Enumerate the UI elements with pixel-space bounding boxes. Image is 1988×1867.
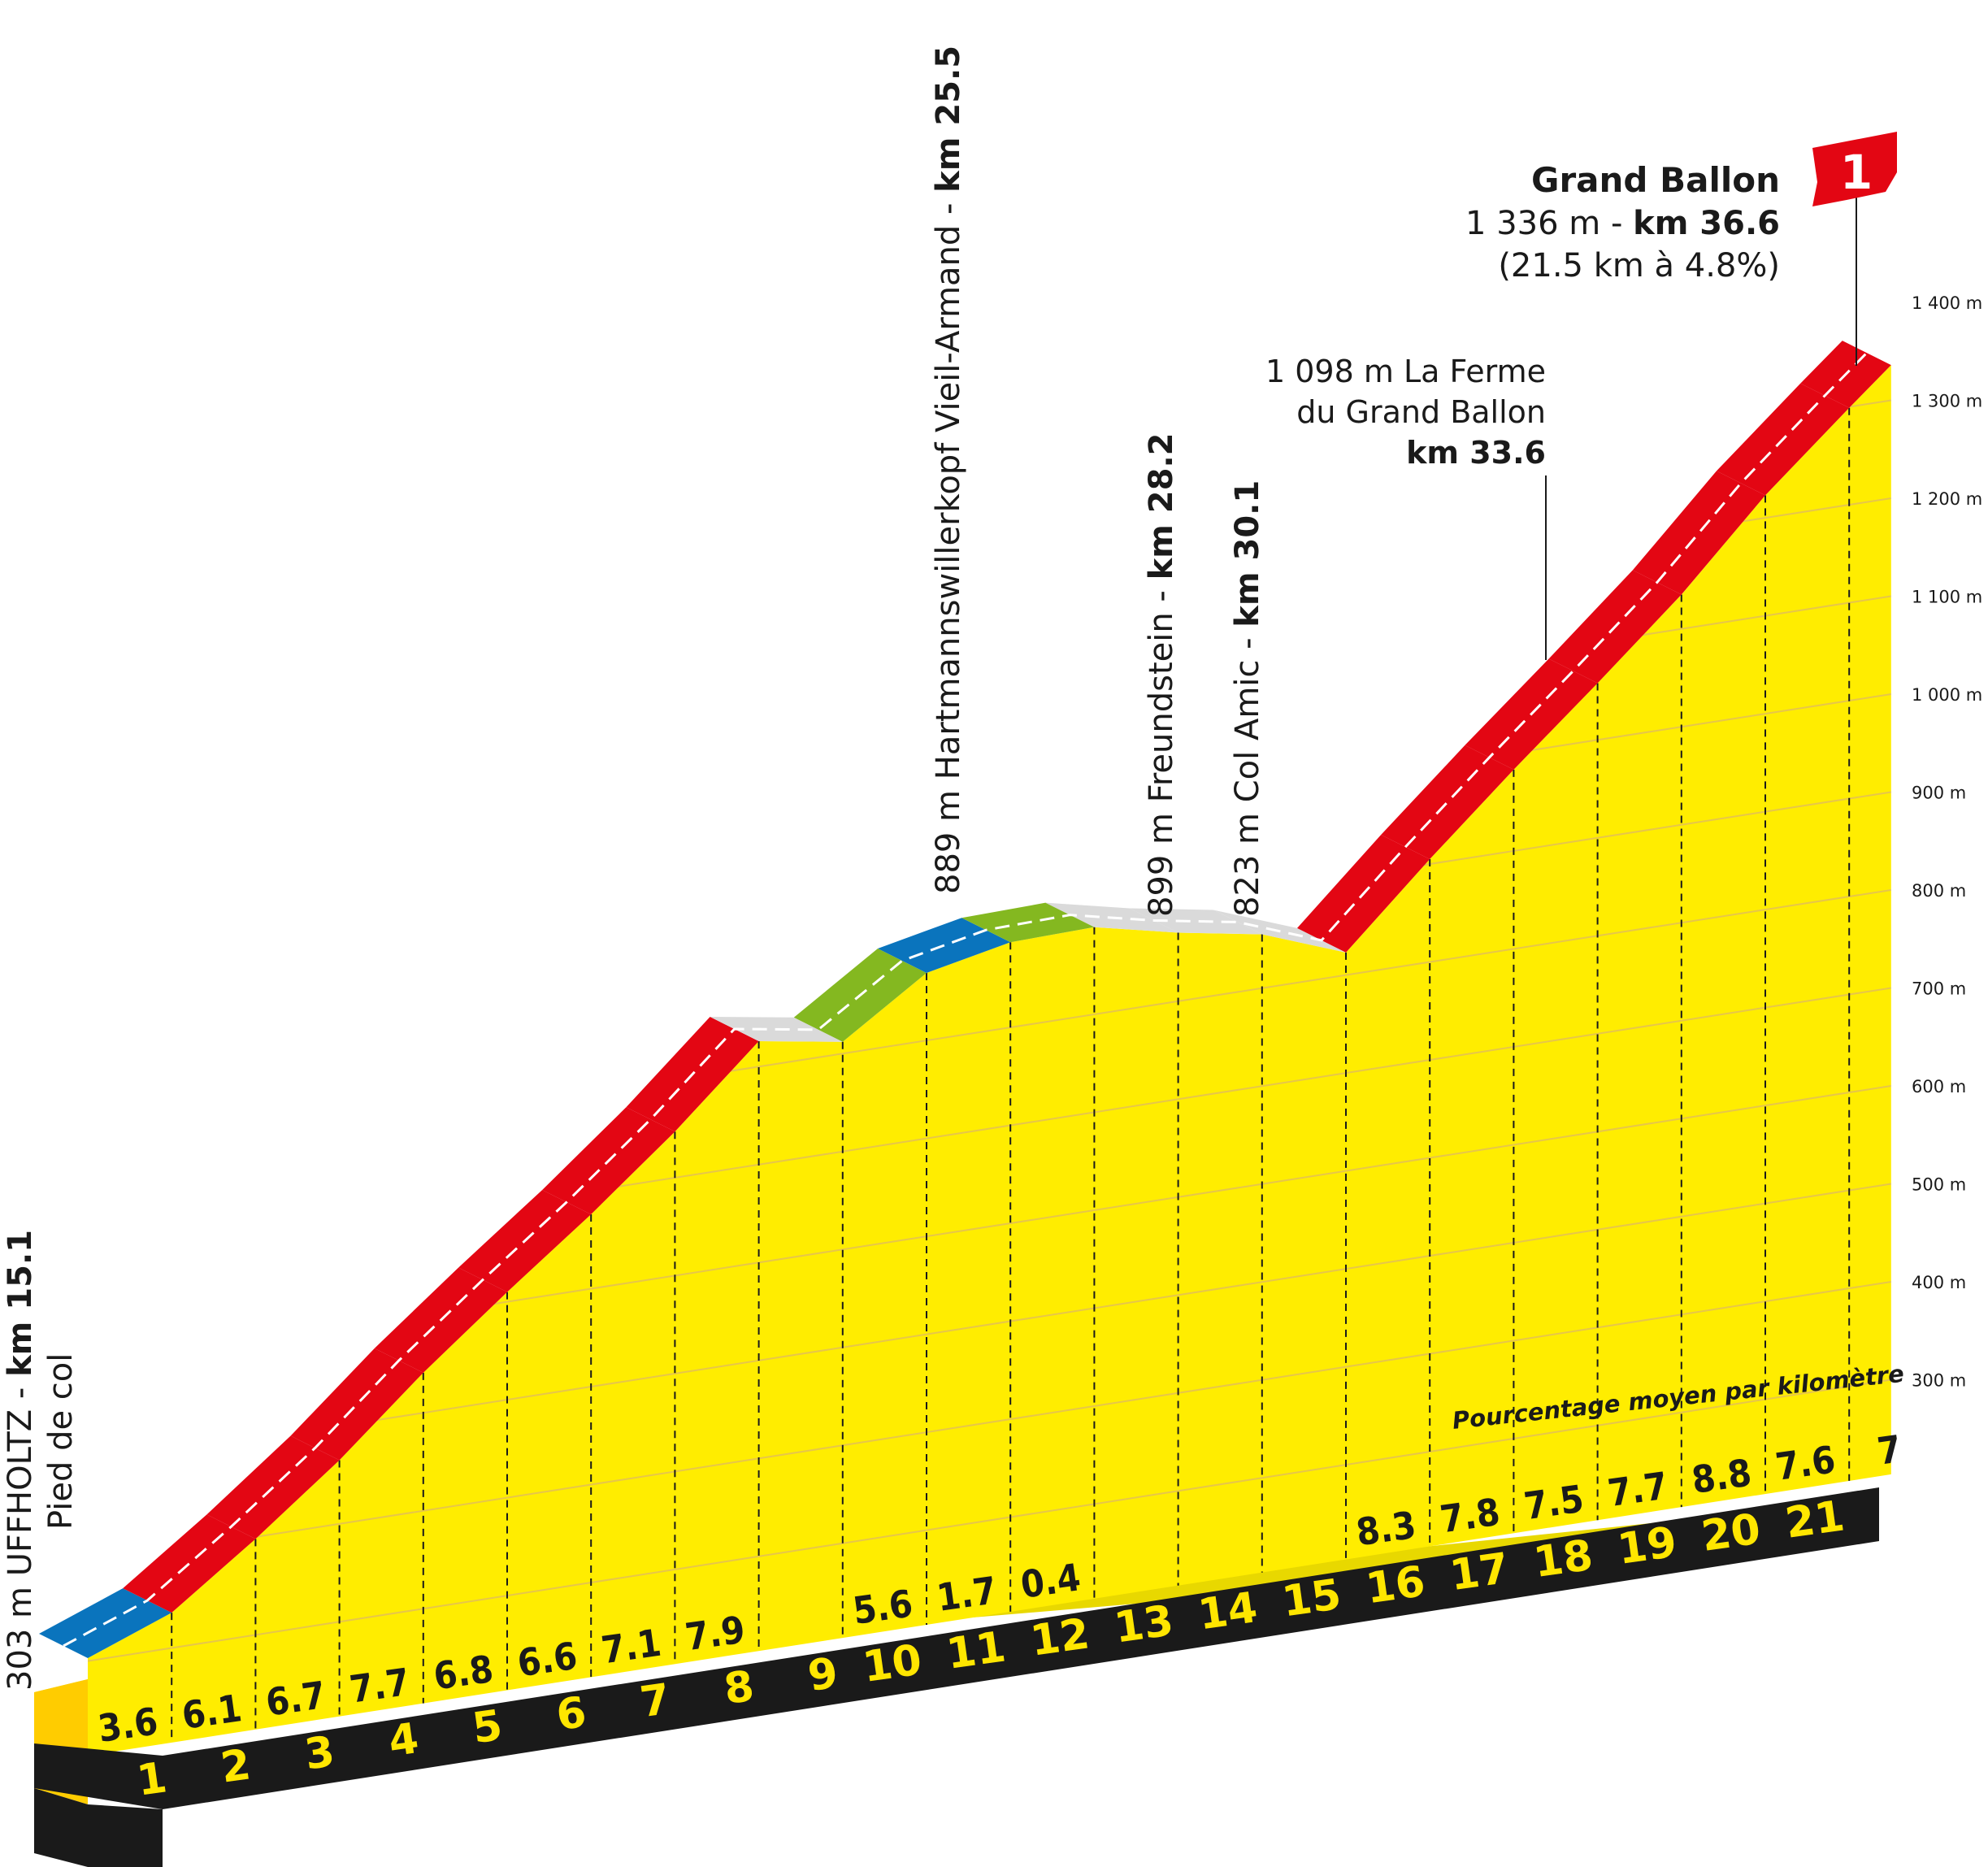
altitude-tick: 900 m <box>1912 783 1966 802</box>
base-strip <box>34 1487 1879 1809</box>
waypoint-ferme-km: km 33.6 <box>1406 435 1546 471</box>
altitude-tick: 1 400 m <box>1912 293 1982 313</box>
waypoint-col-amic: 823 m Col Amic - km 30.1 <box>1229 480 1266 917</box>
category-1-flag-icon <box>1812 132 1897 206</box>
km-number: 20 <box>1699 1504 1764 1561</box>
percentage-label: 6.7 <box>263 1673 328 1725</box>
waypoint-ferme-line2: du Grand Ballon <box>1296 394 1546 430</box>
altitude-tick: 400 m <box>1912 1273 1966 1292</box>
waypoint-freundstein: 899 m Freundstein - km 28.2 <box>1143 433 1180 917</box>
percentage-label: 0.4 <box>1018 1555 1083 1607</box>
percentage-label: 5.6 <box>850 1581 915 1633</box>
km-number: 6 <box>553 1688 589 1740</box>
percentage-label: 7.9 <box>683 1608 748 1660</box>
summit-name-text: Grand Ballon <box>1531 160 1780 200</box>
km-number: 1 <box>134 1753 170 1805</box>
percentage-label: 7.7 <box>347 1660 412 1712</box>
km-number: 7 <box>637 1675 673 1727</box>
altitude-tick: 1 000 m <box>1912 685 1982 705</box>
percentage-label: 1.7 <box>934 1568 999 1620</box>
waypoint-col-amic-text: 823 m Col Amic - <box>1229 627 1266 917</box>
km-number: 8 <box>721 1662 757 1714</box>
km-number: 16 <box>1363 1557 1428 1613</box>
percentage-label: 7.1 <box>599 1621 664 1673</box>
waypoint-freundstein-text: 899 m Freundstein - <box>1143 580 1180 917</box>
waypoint-start-line2: Pied de col <box>42 1353 80 1530</box>
km-separator-lines <box>171 407 1851 1743</box>
km-number: 18 <box>1530 1531 1595 1587</box>
waypoint-freundstein-km: km 28.2 <box>1143 433 1180 580</box>
km-number: 5 <box>470 1701 506 1753</box>
percentage-label: 7.5 <box>1521 1477 1586 1529</box>
percentage-label: 7.6 <box>1773 1437 1838 1489</box>
category-number: 1 <box>1840 145 1873 200</box>
km-number: 14 <box>1196 1583 1261 1639</box>
percentage-label: 8.8 <box>1689 1450 1754 1502</box>
altitude-tick: 700 m <box>1912 979 1966 998</box>
percentage-label: 6.8 <box>431 1647 496 1699</box>
km-number: 10 <box>860 1635 925 1691</box>
altitude-tick: 800 m <box>1912 881 1966 901</box>
summit-altitude: 1 336 m - km 36.6 <box>1465 205 1780 242</box>
km-number: 3 <box>302 1727 337 1779</box>
summit-alt-prefix: 1 336 m - <box>1465 205 1633 242</box>
base-strip-front <box>34 1788 163 1867</box>
waypoint-ferme-line1: 1 098 m La Ferme <box>1265 354 1546 389</box>
summit-stats: (21.5 km à 4.8%) <box>1498 247 1780 284</box>
band-segment-km-4 <box>290 1348 423 1461</box>
band-centerline <box>63 352 1868 1648</box>
altitude-tick: 300 m <box>1912 1370 1966 1390</box>
km-number: 15 <box>1279 1570 1344 1626</box>
band-segment-km-20 <box>1632 471 1765 595</box>
waypoint-col-amic-km: km 30.1 <box>1229 480 1266 627</box>
gridline <box>88 1183 1891 1466</box>
waypoint-hartmann-text: 889 m Hartmannswillerkopf Vieil-Armand - <box>930 193 967 894</box>
waypoint-start-line1: 303 m UFFHOLTZ - km 15.1 <box>2 1230 39 1691</box>
band-segment-km-14 <box>1129 908 1262 935</box>
profile-area <box>88 365 1891 1756</box>
percentage-label: 6.6 <box>514 1634 579 1686</box>
waypoint-hartmann-km: km 25.5 <box>930 46 967 193</box>
km-numbers: 1 2 3 4 5 6 7 8 9 10 11 12 13 14 15 16 17 18 19 20 21 <box>134 1491 1847 1805</box>
summit-name: Grand Ballon <box>1531 160 1780 200</box>
km-number: 11 <box>944 1622 1009 1678</box>
altitude-tick: 1 100 m <box>1912 587 1982 606</box>
gridline <box>88 1280 1891 1565</box>
gridline <box>88 1379 1891 1662</box>
percentage-label: 3.6 <box>95 1699 160 1751</box>
km-number: 17 <box>1447 1544 1512 1600</box>
gridline <box>88 365 1891 585</box>
summit-km: km 36.6 <box>1633 205 1780 242</box>
difficulty-band <box>39 341 1891 1658</box>
percentage-label: 7 <box>1875 1426 1904 1473</box>
km-number: 21 <box>1782 1491 1847 1548</box>
altitude-tick: 1 300 m <box>1912 391 1982 410</box>
km-number: 13 <box>1111 1596 1176 1652</box>
band-segment-km-2 <box>123 1514 256 1613</box>
altitude-axis: 1 400 m 1 300 m 1 200 m 1 100 m 1 000 m 900 m… <box>1912 293 1982 1390</box>
percentage-label: 6.1 <box>180 1686 245 1738</box>
percentage-labels: 3.6 6.1 6.7 7.7 6.8 6.6 7.1 7.9 5.6 1.7 0.4 8.3 7.8 7… <box>95 1426 1903 1751</box>
km-number: 2 <box>218 1740 254 1792</box>
altitude-tick: 500 m <box>1912 1174 1966 1194</box>
waypoint-start-km: km 15.1 <box>2 1230 39 1377</box>
band-segment-km-17 <box>1381 745 1514 860</box>
percentage-label: 7.7 <box>1605 1463 1670 1515</box>
km-number: 9 <box>805 1649 840 1701</box>
waypoint-start-text: 303 m UFFHOLTZ - <box>2 1377 39 1691</box>
percentage-label: 7.8 <box>1438 1490 1503 1542</box>
altitude-tick: 1 200 m <box>1912 489 1982 509</box>
waypoint-hartmannswillerkopf: 889 m Hartmannswillerkopf Vieil-Armand -… <box>930 46 967 894</box>
km-number: 12 <box>1027 1609 1092 1665</box>
km-number: 4 <box>385 1714 421 1766</box>
percentage-label: 8.3 <box>1353 1503 1418 1555</box>
km-number: 19 <box>1615 1518 1680 1574</box>
altitude-tick: 600 m <box>1912 1077 1966 1096</box>
